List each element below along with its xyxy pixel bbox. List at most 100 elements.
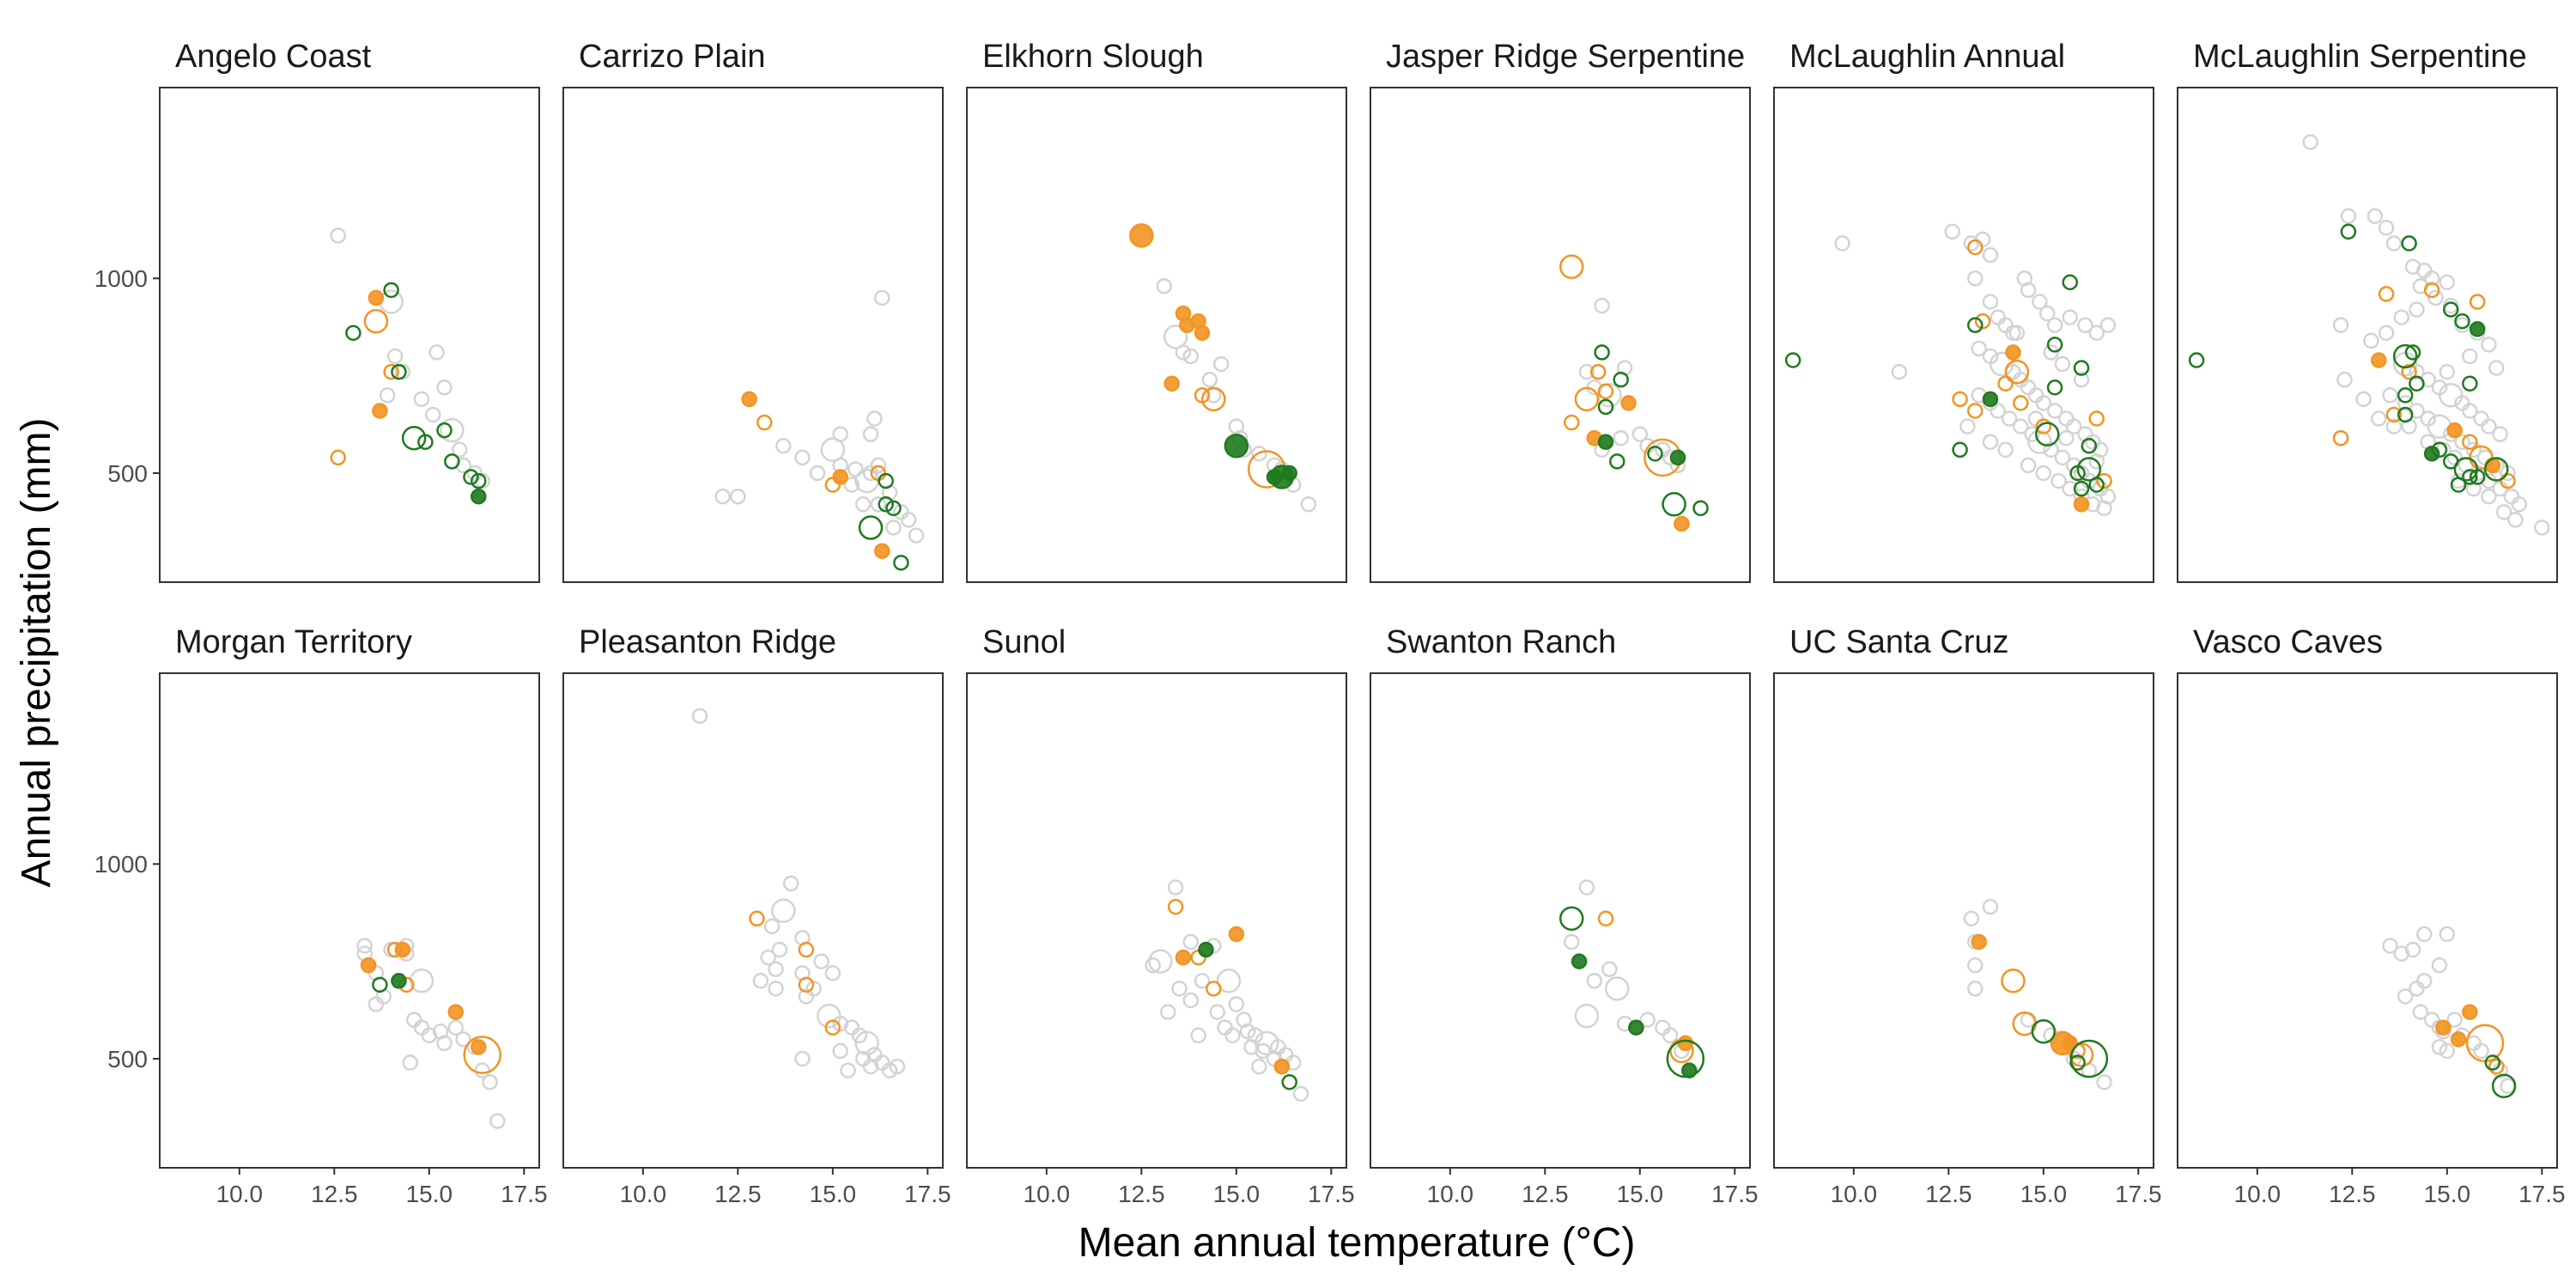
green-point xyxy=(1647,446,1663,462)
grey-point xyxy=(1209,1004,1225,1020)
panel-frame xyxy=(2177,672,2558,1169)
green-point xyxy=(372,976,388,993)
orange-point xyxy=(2401,363,2417,380)
x-tick-label: 17.5 xyxy=(501,1181,548,1207)
grey-point xyxy=(714,488,731,505)
grey-point xyxy=(379,387,396,404)
grey-point xyxy=(1160,1004,1176,1020)
green-point xyxy=(1609,453,1625,470)
orange-point xyxy=(1952,391,1968,408)
orange-point xyxy=(1574,386,1600,412)
grey-point xyxy=(2431,957,2448,974)
grey-point xyxy=(2416,926,2433,943)
orange-point xyxy=(1620,395,1637,411)
green-point xyxy=(2469,469,2486,485)
orange-point xyxy=(2005,344,2021,361)
orange-point xyxy=(1589,363,1607,380)
grey-point xyxy=(782,875,799,892)
orange-point xyxy=(2462,1004,2478,1020)
grey-point xyxy=(1601,961,1618,977)
green-point xyxy=(1982,391,1999,408)
green-point xyxy=(893,555,909,571)
grey-point xyxy=(691,708,708,725)
panel-points xyxy=(356,938,506,1129)
orange-point xyxy=(874,543,890,559)
grey-point xyxy=(1605,976,1630,1001)
grey-point xyxy=(1982,898,1999,915)
grey-point xyxy=(2495,504,2512,520)
grey-point xyxy=(2473,410,2489,427)
facet-panel: Swanton Ranch 10.0 12.5 15.0 17.5 xyxy=(1370,624,1759,1207)
grey-point xyxy=(730,488,746,505)
orange-point xyxy=(798,941,815,958)
panel-frame xyxy=(2177,87,2558,583)
grey-point xyxy=(2065,418,2082,434)
grey-point xyxy=(1990,309,2007,325)
orange-point xyxy=(1597,910,1614,927)
grey-point xyxy=(2481,337,2497,353)
x-tick-label: 10.0 xyxy=(216,1181,264,1207)
grey-point xyxy=(1217,1019,1233,1036)
grey-point xyxy=(1163,325,1188,349)
x-tick-label: 12.5 xyxy=(311,1181,358,1207)
grey-point xyxy=(1167,879,1184,896)
x-tick-label: 12.5 xyxy=(1925,1181,1972,1207)
grey-point xyxy=(2336,371,2353,388)
orange-point xyxy=(1564,414,1580,431)
x-tick-label: 12.5 xyxy=(714,1181,762,1207)
grey-point xyxy=(2385,235,2403,252)
green-point xyxy=(2442,301,2459,318)
green-point xyxy=(2340,223,2357,240)
x-tick-label: 15.0 xyxy=(2424,1181,2471,1207)
grey-point xyxy=(1891,363,1908,380)
grey-point xyxy=(1171,981,1188,997)
grey-point xyxy=(1959,418,1976,434)
orange-point xyxy=(2378,286,2395,302)
grey-point xyxy=(2355,391,2372,408)
facet-panel: McLaughlin Annual xyxy=(1773,39,2154,583)
green-point xyxy=(2450,477,2467,493)
orange-point xyxy=(1201,386,1226,412)
facet-panel: Carrizo Plain xyxy=(562,39,944,583)
grey-point xyxy=(824,964,841,981)
grey-point xyxy=(2427,289,2444,307)
grey-point xyxy=(409,969,434,993)
green-point xyxy=(1613,371,1629,388)
facet-panel: Morgan Territory 500 1000 10.0 12.5 15.0 17.5 xyxy=(94,624,548,1207)
grey-point xyxy=(2046,317,2063,333)
grey-point xyxy=(2001,410,2018,427)
orange-point xyxy=(741,391,757,408)
grey-point xyxy=(1251,1058,1267,1075)
grey-point xyxy=(1148,949,1173,974)
green-point xyxy=(1224,434,1249,459)
orange-point xyxy=(1194,325,1211,341)
grey-point xyxy=(2332,317,2349,333)
grey-point xyxy=(2488,360,2505,376)
grey-point xyxy=(2409,301,2425,318)
orange-point xyxy=(798,976,815,993)
grey-point xyxy=(1194,973,1211,989)
grey-point xyxy=(2020,457,2037,474)
grey-point xyxy=(775,438,792,454)
green-point xyxy=(401,425,427,451)
orange-point xyxy=(363,308,389,334)
panel-points xyxy=(1963,898,2112,1091)
panel-frame xyxy=(159,87,540,583)
green-point xyxy=(2062,274,2079,291)
grey-point xyxy=(2409,363,2425,380)
grey-point xyxy=(768,981,784,997)
grey-point xyxy=(2500,1078,2516,1095)
grey-point xyxy=(854,496,872,513)
orange-point xyxy=(360,957,377,974)
grey-point xyxy=(2438,383,2464,408)
grey-point xyxy=(2446,1012,2463,1028)
grey-point xyxy=(2054,355,2071,373)
grey-point xyxy=(2032,294,2048,310)
orange-point xyxy=(2088,410,2105,427)
grey-point xyxy=(2404,941,2421,958)
grey-point xyxy=(1292,1085,1309,1103)
grey-point xyxy=(2507,512,2524,528)
grey-point xyxy=(1224,1027,1241,1044)
grey-point xyxy=(447,1019,465,1036)
grey-point xyxy=(2465,441,2482,459)
